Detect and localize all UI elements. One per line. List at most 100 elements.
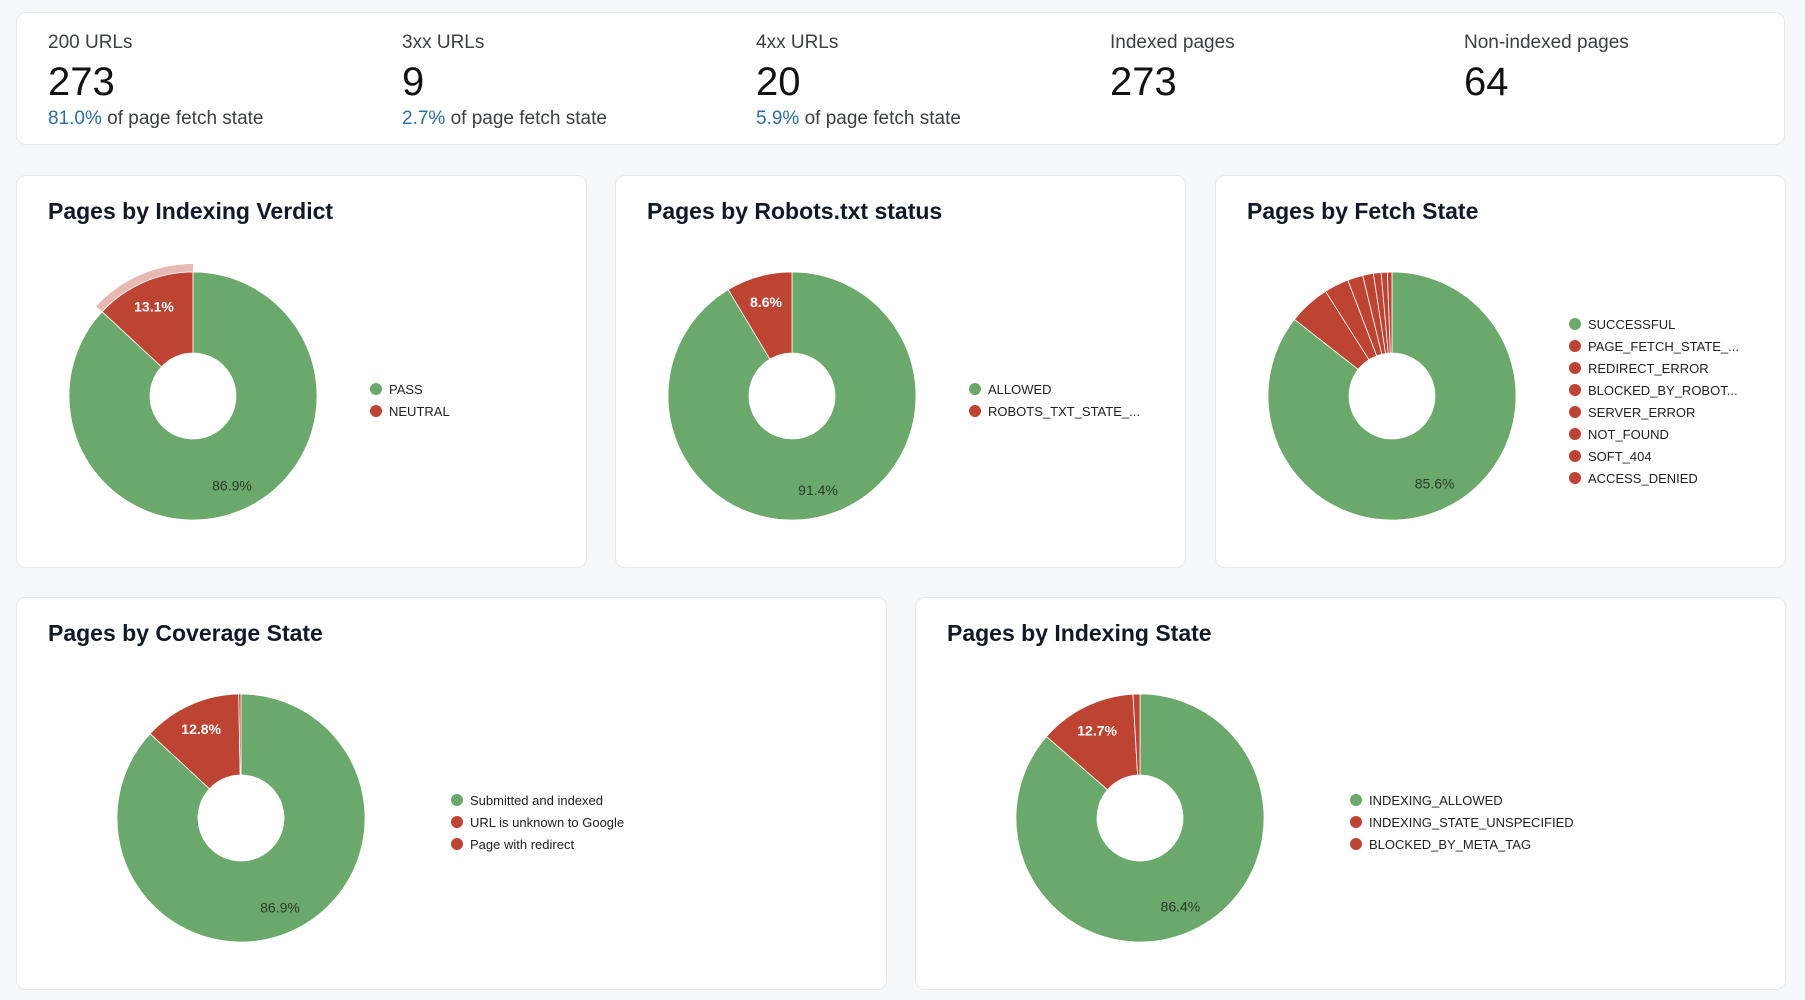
legend-label: BLOCKED_BY_META_TAG	[1369, 836, 1532, 852]
kpi-suffix: of page fetch state	[107, 108, 264, 129]
legend-label: INDEXING_STATE_UNSPECIFIED	[1369, 814, 1574, 830]
donut-chart-indexing-state[interactable]: 86.4% 12.7%	[995, 673, 1285, 963]
slice-highlight-neutral	[96, 264, 193, 312]
legend-label: Page with redirect	[470, 836, 575, 852]
chart-card-indexing-state: Pages by Indexing State 86.4% 12.7% INDEX…	[915, 597, 1786, 990]
legend-swatch	[1350, 794, 1362, 806]
pie-slice-blocked-by-meta-tag[interactable]	[1132, 693, 1141, 776]
kpi-non-indexed-pages: Non-indexed pages 64	[1464, 31, 1784, 105]
chart-card-fetch-state: Pages by Fetch State 85.6% SUCCESSFUL PAG…	[1215, 175, 1786, 568]
kpi-4xx-urls: 4xx URLs 20 5.9% of page fetch state	[756, 31, 1076, 131]
slice-label-pass: 86.9%	[212, 477, 252, 493]
legend-swatch	[1569, 450, 1581, 462]
legend-item-not-found[interactable]: NOT_FOUND	[1569, 423, 1739, 445]
chart-legend: ALLOWED ROBOTS_TXT_STATE_...	[969, 378, 1140, 422]
legend-item-url-is-unknown-to-google[interactable]: URL is unknown to Google	[451, 811, 624, 833]
legend-item-server-error[interactable]: SERVER_ERROR	[1569, 401, 1739, 423]
legend-swatch	[1569, 384, 1581, 396]
legend-label: Submitted and indexed	[470, 792, 603, 808]
donut-chart-robots-status[interactable]: 91.4% 8.6%	[647, 251, 937, 541]
pie-slice-indexing-allowed[interactable]	[1015, 693, 1265, 943]
kpi-suffix: of page fetch state	[804, 108, 961, 129]
legend-label: NEUTRAL	[389, 403, 450, 419]
legend-swatch	[1350, 816, 1362, 828]
kpi-percent: 2.7%	[402, 108, 446, 129]
legend-item-indexing-state-unspecified[interactable]: INDEXING_STATE_UNSPECIFIED	[1350, 811, 1574, 833]
pie-slice-pass[interactable]	[68, 271, 318, 521]
legend-label: INDEXING_ALLOWED	[1369, 792, 1503, 808]
kpi-percent: 81.0%	[48, 108, 102, 129]
kpi-summary-card: 200 URLs 273 81.0% of page fetch state 3…	[16, 12, 1785, 145]
slice-label-submitted-and-indexed: 86.9%	[260, 899, 300, 915]
legend-label: REDIRECT_ERROR	[1588, 360, 1709, 376]
slice-label-indexing-allowed: 86.4%	[1161, 899, 1201, 915]
legend-label: SOFT_404	[1588, 448, 1652, 464]
legend-label: BLOCKED_BY_ROBOT...	[1588, 382, 1738, 398]
chart-title: Pages by Indexing State	[947, 620, 1212, 646]
legend-label: NOT_FOUND	[1588, 426, 1669, 442]
kpi-percent: 5.9%	[756, 108, 800, 129]
kpi-suffix: of page fetch state	[450, 108, 607, 129]
pie-slice-submitted-and-indexed[interactable]	[116, 693, 366, 943]
pie-slice-page-with-redirect[interactable]	[238, 693, 242, 776]
kpi-label: Non-indexed pages	[1464, 32, 1629, 53]
donut-chart-indexing-verdict[interactable]: 86.9% 13.1%	[48, 251, 338, 541]
kpi-subtext: 81.0% of page fetch state	[48, 107, 368, 131]
chart-title: Pages by Indexing Verdict	[48, 198, 334, 224]
chart-card-robots-status: Pages by Robots.txt status 91.4% 8.6% ALL…	[615, 175, 1186, 568]
legend-item-indexing-allowed[interactable]: INDEXING_ALLOWED	[1350, 789, 1574, 811]
legend-label: PAGE_FETCH_STATE_...	[1588, 338, 1739, 354]
legend-item-page-fetch-state[interactable]: PAGE_FETCH_STATE_...	[1569, 335, 1739, 357]
slice-label-neutral: 13.1%	[134, 299, 174, 315]
legend-swatch	[370, 383, 382, 395]
legend-label: SUCCESSFUL	[1588, 316, 1676, 332]
legend-swatch	[1569, 406, 1581, 418]
pie-slice-robots-txt-state[interactable]	[727, 271, 793, 360]
pie-slice-access-denied[interactable]	[1386, 271, 1393, 354]
legend-item-access-denied[interactable]: ACCESS_DENIED	[1569, 467, 1739, 489]
legend-item-soft-404[interactable]: SOFT_404	[1569, 445, 1739, 467]
legend-swatch	[1569, 340, 1581, 352]
legend-swatch	[451, 816, 463, 828]
kpi-indexed-pages: Indexed pages 273	[1110, 31, 1430, 105]
chart-title: Pages by Fetch State	[1247, 198, 1479, 224]
kpi-value: 273	[1110, 60, 1177, 104]
chart-title: Pages by Coverage State	[48, 620, 323, 646]
legend-swatch	[1569, 362, 1581, 374]
chart-legend: SUCCESSFUL PAGE_FETCH_STATE_... REDIRECT_E…	[1569, 313, 1739, 489]
chart-legend: INDEXING_ALLOWED INDEXING_STATE_UNSPECIFI…	[1350, 789, 1574, 855]
kpi-value: 273	[48, 60, 115, 104]
legend-item-submitted-and-indexed[interactable]: Submitted and indexed	[451, 789, 624, 811]
slice-label-indexing-state-unspecified: 12.7%	[1077, 722, 1117, 738]
pie-slice-successful[interactable]	[1267, 271, 1517, 521]
slice-label-successful: 85.6%	[1415, 476, 1455, 492]
chart-legend: Submitted and indexed URL is unknown to G…	[451, 789, 624, 855]
kpi-value: 20	[756, 60, 801, 104]
legend-label: PASS	[389, 381, 423, 397]
legend-item-pass[interactable]: PASS	[370, 378, 450, 400]
legend-item-redirect-error[interactable]: REDIRECT_ERROR	[1569, 357, 1739, 379]
kpi-subtext: 2.7% of page fetch state	[402, 107, 722, 131]
legend-item-robots-txt-state[interactable]: ROBOTS_TXT_STATE_...	[969, 400, 1140, 422]
donut-chart-coverage-state[interactable]: 86.9% 12.8%	[96, 673, 386, 963]
legend-item-successful[interactable]: SUCCESSFUL	[1569, 313, 1739, 335]
legend-label: ACCESS_DENIED	[1588, 470, 1698, 486]
pie-slice-allowed[interactable]	[667, 271, 917, 521]
chart-legend: PASS NEUTRAL	[370, 378, 450, 422]
slice-label-robots-txt-state: 8.6%	[750, 294, 782, 310]
kpi-label: 4xx URLs	[756, 32, 839, 53]
kpi-value: 9	[402, 60, 425, 104]
legend-item-allowed[interactable]: ALLOWED	[969, 378, 1140, 400]
legend-item-neutral[interactable]: NEUTRAL	[370, 400, 450, 422]
legend-item-page-with-redirect[interactable]: Page with redirect	[451, 833, 624, 855]
legend-swatch	[1350, 838, 1362, 850]
legend-item-blocked-by-meta-tag[interactable]: BLOCKED_BY_META_TAG	[1350, 833, 1574, 855]
legend-item-blocked-by-robot[interactable]: BLOCKED_BY_ROBOT...	[1569, 379, 1739, 401]
legend-swatch	[1569, 428, 1581, 440]
donut-chart-fetch-state[interactable]: 85.6%	[1247, 251, 1537, 541]
legend-swatch	[969, 405, 981, 417]
legend-label: URL is unknown to Google	[470, 814, 625, 830]
chart-card-indexing-verdict: Pages by Indexing Verdict 86.9% 13.1% PAS…	[16, 175, 587, 568]
slice-label-allowed: 91.4%	[798, 482, 838, 498]
pie-slice-neutral[interactable]	[101, 271, 194, 368]
